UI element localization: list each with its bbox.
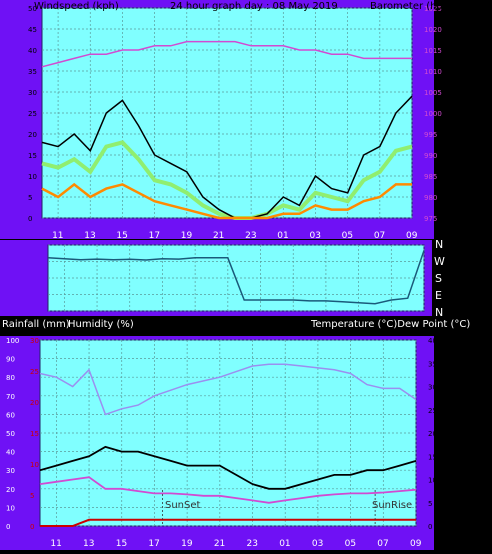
- rainfall-tick-label: 0: [30, 523, 34, 531]
- x-tick-label: 13: [84, 231, 95, 241]
- wind-tick-label: 5: [28, 194, 32, 202]
- sunset-label: SunSet: [165, 500, 201, 511]
- x-tick-label: 15: [116, 539, 127, 549]
- wind-tick-label: 20: [28, 131, 37, 139]
- rainfall-tick-label: 10: [30, 461, 39, 469]
- temperature-axis-title: Temperature (°C)Dew Point (°C): [311, 319, 471, 330]
- barometer-tick-label: 985: [424, 173, 437, 181]
- rainfall-line: [40, 518, 416, 527]
- humidity-tick-label: 40: [6, 449, 15, 457]
- x-tick-label: 01: [279, 539, 290, 549]
- top-right-gap: [434, 0, 492, 239]
- wind-direction-line: [47, 250, 425, 305]
- barometer-tick-label: 1020: [424, 26, 442, 34]
- sunrise-label: SunRise: [372, 500, 413, 511]
- x-tick-label: 13: [83, 539, 94, 549]
- humidity-tick-label: 90: [6, 356, 15, 364]
- wind-tick-label: 50: [28, 5, 37, 13]
- x-tick-label: 23: [245, 231, 256, 241]
- barometer-tick-label: 1005: [424, 89, 442, 97]
- humidity-tick-label: 20: [6, 486, 15, 494]
- x-tick-label: 19: [181, 231, 193, 241]
- wind-low-line: [41, 182, 412, 220]
- x-tick-label: 21: [214, 539, 225, 549]
- temperature-tick-label: 0: [428, 523, 432, 531]
- rainfall-tick-label: 20: [30, 399, 39, 407]
- wind-tick-label: 45: [28, 26, 37, 34]
- temperature-line: [39, 445, 417, 490]
- x-tick-label: 07: [374, 231, 385, 241]
- wind-tick-label: 15: [28, 152, 37, 160]
- humidity-tick-label: 30: [6, 467, 15, 475]
- humidity-tick-label: 100: [6, 337, 19, 345]
- barometer-tick-label: 980: [424, 194, 437, 202]
- wind-axis-title: Windspeed (kph): [34, 1, 119, 12]
- rainfall-tick-label: 25: [30, 368, 39, 376]
- humidity-tick-label: 80: [6, 374, 15, 382]
- temperature-tick-label: 20: [428, 430, 437, 438]
- temperature-tick-label: 15: [428, 453, 437, 461]
- direction-label-e: E: [435, 289, 442, 302]
- humidity-tick-label: 10: [6, 504, 15, 512]
- x-tick-label: 01: [277, 231, 288, 241]
- x-tick-label: 19: [181, 539, 193, 549]
- x-tick-label: 15: [116, 231, 127, 241]
- humidity-tick-label: 60: [6, 411, 15, 419]
- x-tick-label: 09: [410, 539, 422, 549]
- direction-label-w: W: [434, 255, 445, 268]
- barometer-tick-label: 990: [424, 152, 437, 160]
- temperature-tick-label: 35: [428, 360, 437, 368]
- barometer-axis-title: Barometer (hpa): [370, 1, 453, 12]
- x-tick-label: 21: [213, 231, 224, 241]
- wind-gust-line: [41, 95, 413, 219]
- dew-point-line: [39, 476, 417, 504]
- x-tick-label: 05: [342, 231, 353, 241]
- barometer-tick-label: 1000: [424, 110, 442, 118]
- x-tick-label: 17: [149, 231, 160, 241]
- rainfall-tick-label: 30: [30, 337, 39, 345]
- wind-tick-label: 0: [28, 215, 32, 223]
- humidity-line: [39, 363, 417, 416]
- temperature-tick-label: 40: [428, 337, 437, 345]
- barometer-tick-label: 1025: [424, 5, 442, 13]
- barometer-line: [41, 40, 412, 68]
- wind-tick-label: 30: [28, 89, 37, 97]
- humidity-tick-label: 70: [6, 393, 15, 401]
- x-tick-label: 07: [377, 539, 388, 549]
- rainfall-tick-label: 15: [30, 430, 39, 438]
- humidity-axis-title: Humidity (%): [68, 319, 134, 330]
- x-tick-label: 03: [312, 539, 323, 549]
- rainfall-axis-title: Rainfall (mm): [2, 319, 70, 330]
- x-tick-label: 11: [50, 539, 61, 549]
- direction-label-n-bottom: N: [435, 306, 444, 319]
- temperature-tick-label: 30: [428, 384, 437, 392]
- barometer-tick-label: 1010: [424, 68, 442, 76]
- rainfall-tick-label: 5: [30, 492, 34, 500]
- wind-tick-label: 25: [28, 110, 37, 118]
- x-tick-label: 11: [52, 231, 63, 241]
- x-tick-label: 03: [309, 231, 320, 241]
- wind-tick-label: 40: [28, 47, 37, 55]
- wind-tick-label: 10: [28, 173, 37, 181]
- graph-title: 24 hour graph day : 08 May 2019: [170, 1, 338, 12]
- temperature-tick-label: 25: [428, 407, 437, 415]
- x-tick-label: 09: [406, 231, 418, 241]
- barometer-tick-label: 1015: [424, 47, 442, 55]
- x-tick-label: 23: [247, 539, 258, 549]
- humidity-tick-label: 50: [6, 430, 15, 438]
- x-tick-label: 17: [148, 539, 159, 549]
- x-tick-label: 05: [345, 539, 356, 549]
- barometer-tick-label: 975: [424, 215, 437, 223]
- temperature-tick-label: 5: [428, 500, 432, 508]
- direction-label-s: S: [435, 272, 442, 285]
- humidity-tick-label: 0: [6, 523, 10, 531]
- wind-average-line: [41, 140, 413, 220]
- direction-label-n-top: N: [435, 238, 444, 251]
- barometer-tick-label: 995: [424, 131, 437, 139]
- temperature-tick-label: 10: [428, 477, 437, 485]
- wind-tick-label: 35: [28, 68, 37, 76]
